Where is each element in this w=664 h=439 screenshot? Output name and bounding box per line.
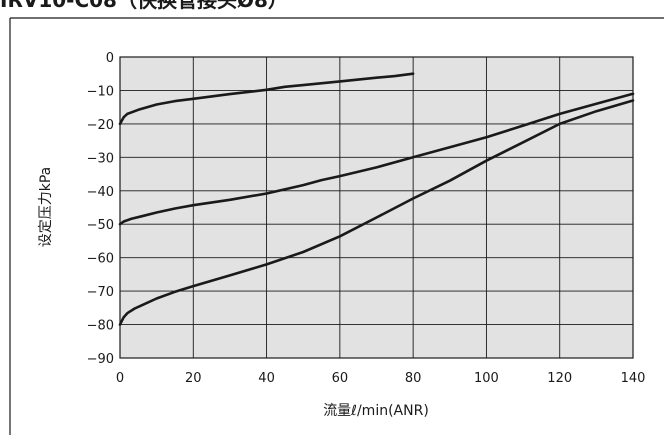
x-tick-label: 140 [621,371,646,386]
x-tick-label: 80 [405,371,422,386]
tick-labels: 0 20 40 60 80 100 120 140 0 −10 −20 −30 −40 −50 −60 −70… [87,51,646,386]
plot-border [119,56,634,359]
x-tick-label: 60 [332,371,349,386]
y-tick-label: 0 [106,51,114,66]
y-axis-label: 设定压力kPa [38,167,54,248]
y-tick-label: −50 [87,218,114,233]
x-tick-label: 120 [547,371,572,386]
series-line-3 [118,99,635,326]
series-group [118,72,635,326]
x-tick-label: 20 [185,371,202,386]
y-tick-label: −20 [87,118,114,133]
x-tick-label: 100 [474,371,499,386]
y-tick-label: −10 [87,84,114,99]
x-tick-label: 0 [116,371,124,386]
y-tick-label: −60 [87,252,114,267]
series-line-1 [118,72,415,126]
x-axis-label: 流量ℓ/min(ANR) [323,403,429,419]
y-tick-label: −80 [87,319,114,334]
series-line-2 [118,92,635,226]
plot-area [120,57,633,358]
y-tick-label: −40 [87,185,114,200]
y-tick-label: −30 [87,151,114,166]
chart-title: IRV10-C08（快换管接头Ø8） [0,0,288,12]
y-tick-label: −70 [87,285,114,300]
x-tick-label: 40 [258,371,275,386]
y-tick-label: −90 [87,352,114,367]
